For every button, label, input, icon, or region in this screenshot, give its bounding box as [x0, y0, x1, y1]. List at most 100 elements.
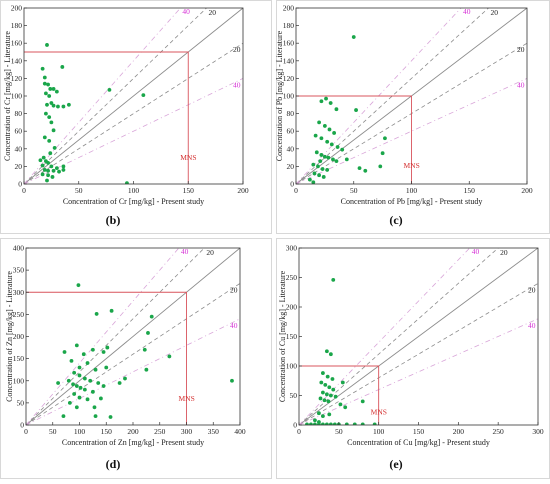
- data-point: [317, 422, 321, 425]
- data-point: [344, 422, 349, 425]
- data-point: [82, 387, 87, 392]
- data-point: [42, 75, 47, 80]
- identity-line: [26, 248, 240, 425]
- y-tick-label: 50: [17, 398, 25, 407]
- data-point: [46, 168, 50, 173]
- x-tick-label: 50: [75, 186, 83, 195]
- data-point: [313, 418, 317, 423]
- data-point: [322, 398, 327, 403]
- upper-20-band-line: [296, 8, 490, 184]
- data-point: [66, 102, 71, 107]
- x-tick-label: 150: [183, 186, 195, 195]
- x-tick-label: 0: [294, 186, 298, 195]
- x-tick-label: 150: [101, 427, 113, 436]
- x-tick-label: 100: [128, 186, 140, 195]
- x-tick-label: 350: [208, 427, 220, 436]
- y-tick-label: 180: [283, 21, 295, 30]
- data-point: [331, 387, 336, 392]
- data-point: [40, 66, 45, 71]
- data-point: [372, 422, 377, 425]
- data-point: [57, 169, 61, 174]
- data-point: [360, 399, 365, 404]
- data-point: [38, 158, 43, 163]
- data-point: [51, 128, 56, 133]
- data-point: [101, 350, 106, 354]
- plot-area: [299, 248, 538, 425]
- data-point: [44, 111, 48, 116]
- plot-area: [296, 8, 527, 184]
- x-tick-label: 200: [521, 186, 533, 195]
- data-point: [319, 136, 324, 141]
- data-point: [325, 374, 330, 379]
- data-point: [40, 163, 45, 168]
- data-point: [324, 392, 329, 397]
- lower-20-band-line: [24, 42, 243, 184]
- data-point: [92, 405, 97, 410]
- x-tick-label: 150: [464, 186, 476, 195]
- y-axis-label: Concentration of Zn [mg/kg] - Literature: [5, 271, 14, 402]
- x-tick-label: 0: [297, 427, 301, 436]
- x-tick-label: 250: [493, 427, 505, 436]
- upper-40-band-line: [24, 8, 181, 184]
- data-point: [61, 168, 66, 172]
- data-point: [72, 392, 77, 396]
- data-point: [45, 102, 49, 107]
- data-point: [66, 378, 71, 383]
- lower-20-label: 20: [230, 285, 238, 294]
- data-point: [77, 365, 82, 370]
- y-tick-label: 200: [286, 303, 298, 312]
- x-tick-label: 100: [406, 186, 418, 195]
- lower-40-label: 40: [233, 80, 241, 89]
- data-point: [42, 135, 47, 140]
- mns-limit-lines: [24, 51, 189, 184]
- data-point: [72, 370, 77, 375]
- data-point: [325, 168, 330, 172]
- data-point: [331, 157, 335, 162]
- lower-20-band-line: [299, 283, 538, 425]
- y-tick-label: 150: [286, 332, 298, 341]
- upper-20-label: 20: [500, 248, 508, 257]
- y-tick-label: 80: [287, 109, 295, 118]
- data-point: [107, 87, 112, 92]
- data-point: [47, 115, 52, 120]
- panel-label: (c): [389, 213, 402, 227]
- data-point: [104, 365, 109, 370]
- x-axis-label: Concentration of Zn [mg/kg] - Present st…: [62, 438, 204, 447]
- data-point: [69, 358, 74, 363]
- data-point: [329, 142, 334, 147]
- data-point: [48, 87, 53, 91]
- data-point: [47, 94, 52, 98]
- data-point: [74, 405, 79, 410]
- data-point: [230, 378, 234, 383]
- data-point: [311, 162, 316, 167]
- upper-20-band-line: [26, 248, 205, 425]
- x-axis-label: Concentration of Pb [mg/kg] - Present st…: [341, 197, 483, 206]
- data-point: [328, 393, 333, 398]
- data-point: [74, 384, 79, 388]
- data-point: [318, 396, 323, 401]
- y-tick-label: 80: [15, 109, 23, 118]
- data-point: [334, 159, 339, 164]
- data-point: [309, 422, 313, 425]
- lower-20-label: 20: [517, 45, 525, 54]
- data-point: [319, 99, 324, 104]
- panel-label: (b): [106, 213, 121, 227]
- data-point: [56, 104, 60, 109]
- data-point: [109, 308, 114, 313]
- data-point: [93, 367, 98, 372]
- lower-20-label: 20: [528, 285, 536, 294]
- mns-label: MNS: [404, 161, 420, 170]
- mns-label: MNS: [371, 407, 387, 416]
- data-point: [320, 167, 325, 171]
- data-point: [340, 147, 345, 152]
- y-tick-label: 350: [13, 266, 25, 275]
- data-point: [312, 171, 317, 176]
- data-point: [335, 145, 340, 149]
- data-point: [49, 101, 54, 105]
- y-tick-label: 20: [287, 162, 295, 171]
- y-tick-label: 0: [20, 421, 24, 430]
- identity-line: [24, 8, 243, 184]
- data-point: [51, 103, 56, 108]
- data-point: [314, 150, 319, 155]
